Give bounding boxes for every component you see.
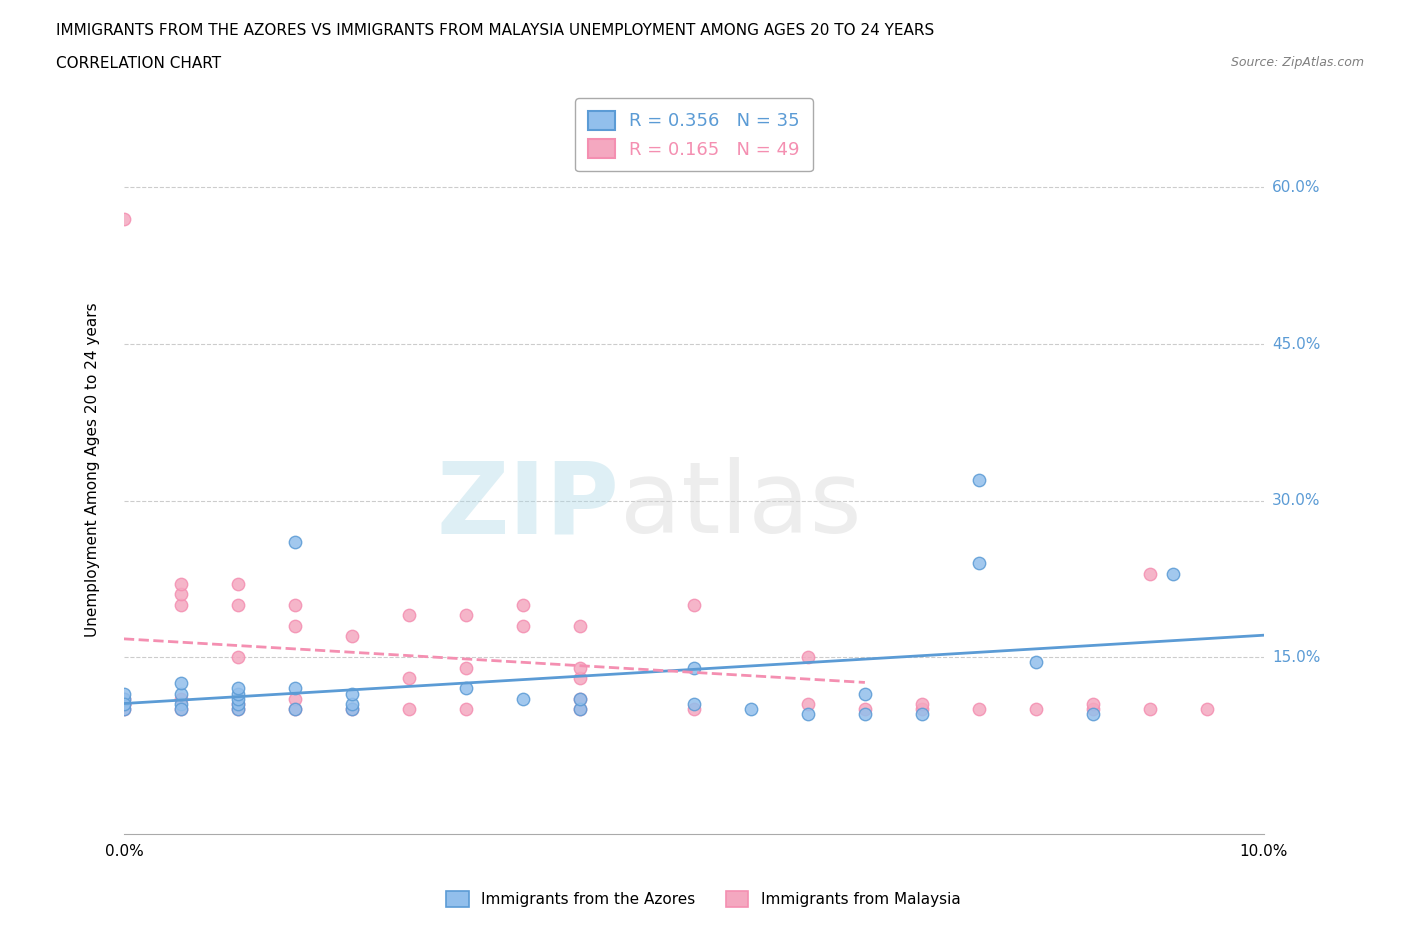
Point	[797, 650, 820, 665]
Point	[1081, 702, 1104, 717]
Point	[170, 702, 193, 717]
Legend: R = 0.356   N = 35, R = 0.165   N = 49: R = 0.356 N = 35, R = 0.165 N = 49	[575, 99, 813, 171]
Point	[226, 702, 249, 717]
Point	[568, 702, 591, 717]
Point	[512, 691, 534, 706]
Point	[1161, 566, 1184, 581]
Point	[683, 697, 706, 711]
Point	[853, 702, 876, 717]
Point	[1139, 566, 1161, 581]
Point	[568, 691, 591, 706]
Point	[683, 660, 706, 675]
Point	[853, 686, 876, 701]
Point	[112, 691, 135, 706]
Point	[454, 681, 477, 696]
Point	[226, 702, 249, 717]
Point	[454, 660, 477, 675]
Point	[340, 702, 363, 717]
Point	[454, 608, 477, 623]
Point	[340, 686, 363, 701]
Text: 60.0%: 60.0%	[1272, 180, 1320, 195]
Text: 45.0%: 45.0%	[1272, 337, 1320, 352]
Point	[170, 587, 193, 602]
Point	[398, 702, 420, 717]
Point	[112, 686, 135, 701]
Point	[911, 697, 934, 711]
Point	[226, 686, 249, 701]
Point	[284, 702, 307, 717]
Point	[112, 691, 135, 706]
Point	[1081, 697, 1104, 711]
Point	[170, 597, 193, 612]
Text: 30.0%: 30.0%	[1272, 493, 1320, 508]
Point	[683, 597, 706, 612]
Point	[340, 697, 363, 711]
Text: Source: ZipAtlas.com: Source: ZipAtlas.com	[1230, 56, 1364, 69]
Point	[911, 702, 934, 717]
Point	[226, 577, 249, 591]
Point	[797, 707, 820, 722]
Point	[226, 697, 249, 711]
Point	[340, 629, 363, 644]
Text: IMMIGRANTS FROM THE AZORES VS IMMIGRANTS FROM MALAYSIA UNEMPLOYMENT AMONG AGES 2: IMMIGRANTS FROM THE AZORES VS IMMIGRANTS…	[56, 23, 935, 38]
Point	[683, 702, 706, 717]
Point	[967, 702, 990, 717]
Point	[1081, 707, 1104, 722]
Point	[284, 691, 307, 706]
Point	[112, 211, 135, 226]
Point	[740, 702, 762, 717]
Point	[226, 691, 249, 706]
Point	[398, 608, 420, 623]
Point	[797, 697, 820, 711]
Point	[284, 702, 307, 717]
Point	[170, 577, 193, 591]
Point	[340, 702, 363, 717]
Point	[112, 702, 135, 717]
Legend: Immigrants from the Azores, Immigrants from Malaysia: Immigrants from the Azores, Immigrants f…	[440, 884, 966, 913]
Point	[170, 691, 193, 706]
Point	[568, 618, 591, 633]
Point	[1025, 655, 1047, 670]
Point	[284, 618, 307, 633]
Point	[454, 702, 477, 717]
Point	[226, 597, 249, 612]
Point	[1139, 702, 1161, 717]
Point	[170, 702, 193, 717]
Point	[512, 597, 534, 612]
Point	[1025, 702, 1047, 717]
Point	[568, 702, 591, 717]
Point	[226, 697, 249, 711]
Text: atlas: atlas	[620, 458, 862, 554]
Point	[226, 681, 249, 696]
Point	[112, 697, 135, 711]
Point	[284, 597, 307, 612]
Point	[853, 707, 876, 722]
Text: CORRELATION CHART: CORRELATION CHART	[56, 56, 221, 71]
Point	[284, 681, 307, 696]
Text: ZIP: ZIP	[437, 458, 620, 554]
Point	[284, 535, 307, 550]
Point	[568, 671, 591, 685]
Point	[1195, 702, 1218, 717]
Point	[568, 660, 591, 675]
Point	[112, 697, 135, 711]
Point	[398, 671, 420, 685]
Point	[170, 686, 193, 701]
Point	[967, 472, 990, 487]
Point	[911, 707, 934, 722]
Point	[112, 697, 135, 711]
Point	[170, 697, 193, 711]
Point	[112, 702, 135, 717]
Point	[512, 618, 534, 633]
Point	[967, 556, 990, 571]
Point	[568, 691, 591, 706]
Point	[170, 676, 193, 691]
Point	[226, 650, 249, 665]
Text: 15.0%: 15.0%	[1272, 649, 1320, 665]
Y-axis label: Unemployment Among Ages 20 to 24 years: Unemployment Among Ages 20 to 24 years	[86, 302, 100, 636]
Point	[112, 697, 135, 711]
